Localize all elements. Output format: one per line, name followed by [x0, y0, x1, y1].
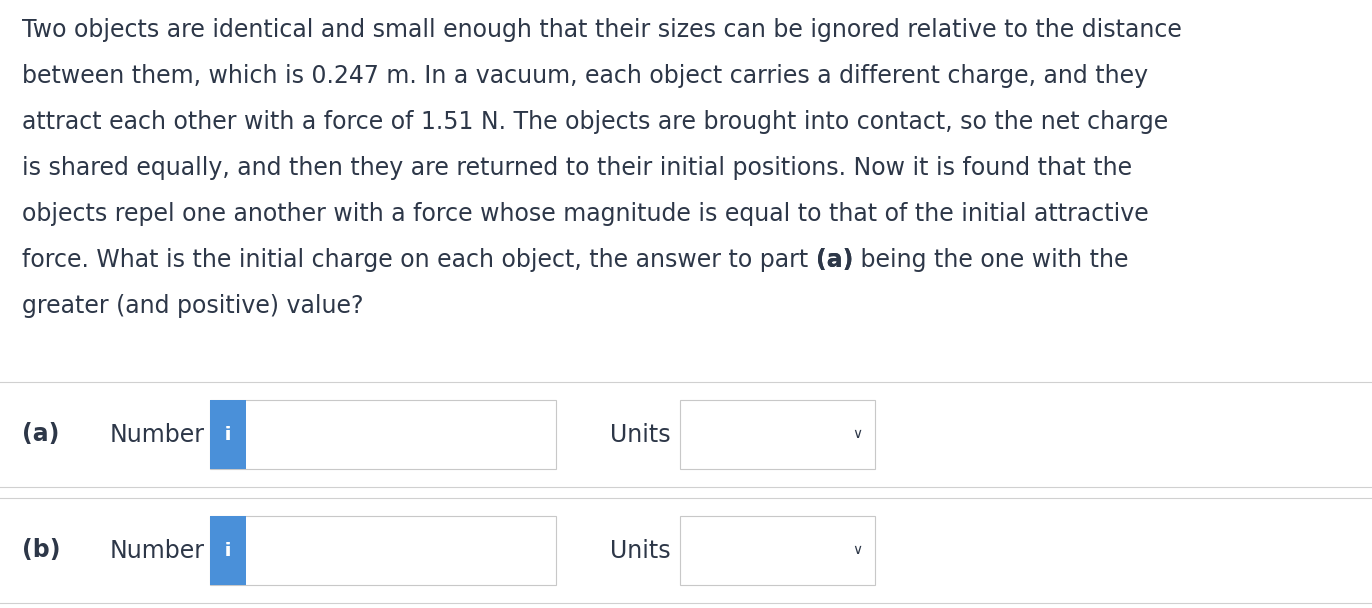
Text: objects repel one another with a force whose magnitude is equal to that of the i: objects repel one another with a force w…	[22, 202, 1148, 226]
Text: (a): (a)	[816, 248, 853, 272]
Bar	[681, 400, 875, 469]
Bar	[210, 516, 246, 585]
Text: being the one with the: being the one with the	[853, 248, 1129, 272]
Text: between them, which is 0.247 m. In a vacuum, each object carries a different cha: between them, which is 0.247 m. In a vac…	[22, 64, 1148, 88]
Text: Two objects are identical and small enough that their sizes can be ignored relat: Two objects are identical and small enou…	[22, 18, 1181, 42]
Text: i: i	[225, 426, 230, 443]
Text: (b): (b)	[22, 539, 60, 562]
Bar	[681, 516, 875, 585]
Text: attract each other with a force of 1.51 N. The objects are brought into contact,: attract each other with a force of 1.51 …	[22, 110, 1168, 134]
Text: (a): (a)	[22, 423, 59, 446]
Text: force. What is the initial charge on each object, the answer to part: force. What is the initial charge on eac…	[22, 248, 816, 272]
Bar	[210, 400, 246, 469]
Text: i: i	[225, 426, 230, 443]
Bar	[210, 516, 246, 585]
Text: ∨: ∨	[852, 427, 862, 441]
Text: i: i	[225, 542, 230, 559]
Text: Units: Units	[611, 423, 671, 446]
Text: i: i	[225, 542, 230, 559]
Text: greater (and positive) value?: greater (and positive) value?	[22, 294, 364, 318]
Text: Number: Number	[110, 539, 204, 562]
Text: is shared equally, and then they are returned to their initial positions. Now it: is shared equally, and then they are ret…	[22, 156, 1132, 180]
Text: Units: Units	[611, 539, 671, 562]
Text: ∨: ∨	[852, 544, 862, 558]
Bar	[210, 400, 246, 469]
Text: Number: Number	[110, 423, 204, 446]
Text: (a): (a)	[816, 248, 853, 272]
Bar	[210, 400, 556, 469]
Bar	[210, 516, 556, 585]
